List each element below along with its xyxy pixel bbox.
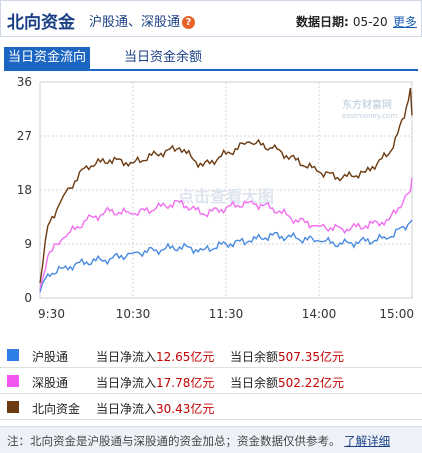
subtitle-link[interactable]: 沪股通、深股通 <box>89 15 181 30</box>
legend-balance: 当日余额502.22亿元 <box>230 376 345 390</box>
date-row: 数据日期: 05-20 <box>296 13 388 30</box>
legend-swatch-sh <box>7 349 19 361</box>
watermark-brand: 东方财富网 <box>342 98 392 111</box>
date-label: 数据日期: <box>296 15 349 29</box>
legend-row: 北向资金 当日净流入30.43亿元 <box>0 394 422 420</box>
tab-underline <box>4 69 418 71</box>
legend-flow: 当日净流入17.78亿元 <box>96 376 215 390</box>
legend-name: 沪股通 <box>32 350 69 364</box>
panel-subtitle: 沪股通、深股通? <box>89 11 196 30</box>
chart-grid <box>39 81 413 299</box>
learn-more-link[interactable]: 了解详细 <box>344 434 391 448</box>
chart-series <box>39 87 413 293</box>
footnote: 注：北向资金是沪股通与深股通的资金加总；资金数据仅供参考。 了解详细 <box>0 426 422 453</box>
y-tick-label: 18 <box>17 183 32 197</box>
series-line-2 <box>39 87 413 284</box>
legend-row: 沪股通 当日净流入12.65亿元 当日余额507.35亿元 <box>0 342 422 368</box>
legend-row: 深股通 当日净流入17.78亿元 当日余额502.22亿元 <box>0 368 422 394</box>
y-tick-label: 9 <box>24 237 32 251</box>
x-tick-label: 14:00 <box>302 307 337 321</box>
legend-balance: 当日余额507.35亿元 <box>230 350 345 364</box>
flow-chart[interactable]: 东方财富网 eastmoney.com 点击查看大图 0 9 18 27 36 9:30 1… <box>0 74 422 336</box>
y-tick-label: 27 <box>17 129 32 143</box>
y-tick-label: 36 <box>17 75 32 89</box>
tab-bar: 当日资金流向 当日资金余额 <box>0 44 422 72</box>
help-icon[interactable]: ? <box>182 16 196 29</box>
y-tick-label: 0 <box>24 291 32 305</box>
x-tick-label: 11:30 <box>209 307 244 321</box>
footnote-text: 注：北向资金是沪股通与深股通的资金加总；资金数据仅供参考。 <box>7 434 341 448</box>
tab-daily-balance[interactable]: 当日资金余额 <box>124 50 203 65</box>
legend-swatch-north <box>7 401 19 413</box>
series-line-1 <box>39 177 413 290</box>
legend-name: 北向资金 <box>32 402 81 416</box>
panel-title[interactable]: 北向资金 <box>7 13 75 33</box>
x-tick-label: 10:30 <box>116 307 151 321</box>
legend-name: 深股通 <box>32 376 69 390</box>
more-link[interactable]: 更多 <box>393 15 418 29</box>
watermark-center-text: 点击查看大图 <box>178 187 274 206</box>
tab-daily-flow[interactable]: 当日资金流向 <box>4 47 91 69</box>
watermark-domain: eastmoney.com <box>342 112 397 120</box>
x-tick-label: 9:30 <box>38 307 65 321</box>
chart-axis: 0 9 18 27 36 9:30 10:30 11:30 14:00 15:00 <box>17 75 414 321</box>
legend-flow: 当日净流入30.43亿元 <box>96 402 215 416</box>
legend-swatch-sz <box>7 375 19 387</box>
legend-flow: 当日净流入12.65亿元 <box>96 350 215 364</box>
series-line-0 <box>39 219 413 293</box>
date-value: 05-20 <box>352 15 388 29</box>
panel-header: 北向资金 沪股通、深股通? 数据日期: 05-20 更多 <box>0 0 422 37</box>
x-tick-label: 15:00 <box>379 307 414 321</box>
legend-table: 沪股通 当日净流入12.65亿元 当日余额507.35亿元 深股通 当日净流入1… <box>0 342 422 420</box>
